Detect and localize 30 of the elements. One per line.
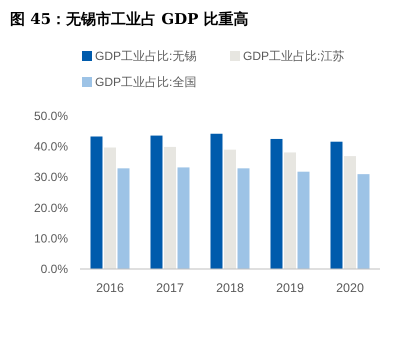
bar <box>284 152 296 269</box>
x-tick-label: 2019 <box>276 281 304 295</box>
bar <box>358 174 370 269</box>
y-tick-label: 40.0% <box>34 140 68 154</box>
y-tick-label: 20.0% <box>34 200 68 215</box>
y-tick-label: 0.0% <box>40 262 68 276</box>
x-tick-label: 2018 <box>216 281 244 295</box>
bar <box>90 136 102 269</box>
bar <box>210 134 222 269</box>
y-tick-label: 50.0% <box>34 109 68 123</box>
chart-title: 图 45：无锡市工业占 GDP 比重高 <box>10 10 249 28</box>
bar <box>298 172 310 269</box>
bar <box>224 150 236 269</box>
bar <box>164 146 176 269</box>
bar <box>330 142 342 269</box>
y-tick-label: 10.0% <box>34 231 68 246</box>
legend-label: GDP工业占比:江苏 <box>243 49 344 63</box>
y-tick-label: 30.0% <box>34 170 68 184</box>
legend-label: GDP工业占比:全国 <box>95 75 196 89</box>
bar <box>270 138 282 269</box>
bar <box>118 168 130 269</box>
bar <box>150 136 162 269</box>
bar <box>238 168 250 269</box>
x-tick-label: 2017 <box>156 281 184 295</box>
bar <box>344 156 356 269</box>
bar <box>104 148 116 269</box>
bar <box>178 167 190 269</box>
legend-label: GDP工业占比:无锡 <box>95 49 196 63</box>
x-tick-label: 2016 <box>96 281 124 295</box>
x-tick-label: 2020 <box>336 281 364 295</box>
